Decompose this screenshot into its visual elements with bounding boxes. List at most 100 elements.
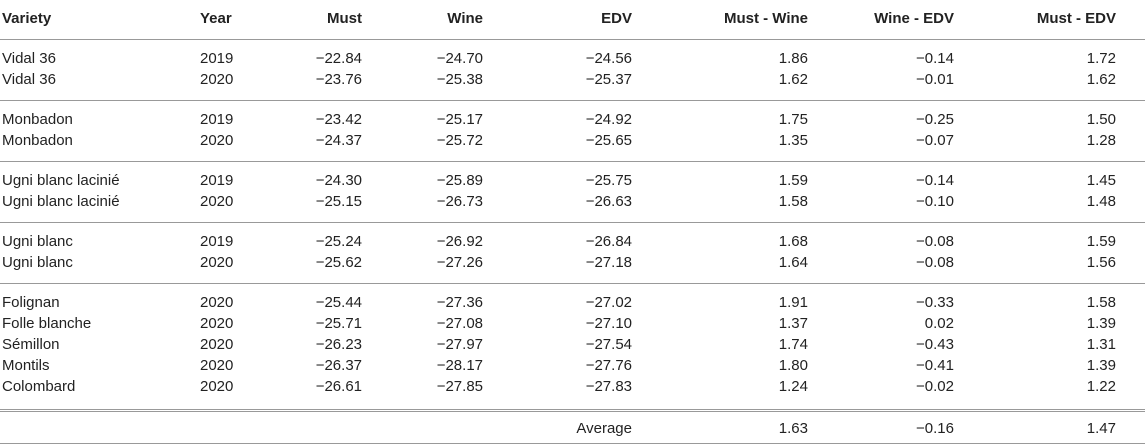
header-cell: Variety — [2, 10, 52, 27]
table-cell: Ugni blanc lacinié — [2, 172, 120, 189]
table-cell: 1.56 — [1086, 254, 1116, 271]
table-cell: −24.92 — [585, 111, 632, 128]
table-cell: −25.65 — [585, 132, 632, 149]
table-cell: 1.75 — [778, 111, 808, 128]
table-cell: −24.30 — [315, 172, 362, 189]
table-cell: 1.24 — [778, 378, 808, 395]
table-cell: −25.75 — [585, 172, 632, 189]
rule — [0, 39, 1145, 40]
rule — [0, 411, 1145, 412]
table-cell: −27.10 — [585, 315, 632, 332]
table-cell: 2020 — [200, 193, 234, 210]
table-cell: −25.38 — [436, 71, 483, 88]
table-cell: Monbadon — [2, 132, 73, 149]
header-cell: Must — [327, 10, 362, 27]
table-cell: 1.35 — [778, 132, 808, 149]
table-cell: −23.42 — [315, 111, 362, 128]
rule — [0, 222, 1145, 223]
table-cell: 1.58 — [1086, 294, 1116, 311]
table-cell: −26.63 — [585, 193, 632, 210]
table-cell: −23.76 — [315, 71, 362, 88]
table-cell: −27.36 — [436, 294, 483, 311]
table-cell: 1.45 — [1086, 172, 1116, 189]
table-cell: 2020 — [200, 71, 234, 88]
table-cell: −0.02 — [916, 378, 954, 395]
header-cell: Wine — [447, 10, 483, 27]
table-cell: 2019 — [200, 50, 234, 67]
table-cell: −27.54 — [585, 336, 632, 353]
rule — [0, 409, 1145, 410]
header-cell: Wine - EDV — [874, 10, 954, 27]
table-cell: Monbadon — [2, 111, 73, 128]
table-cell: 1.48 — [1086, 193, 1116, 210]
table-cell: −0.07 — [916, 132, 954, 149]
table-cell: 2020 — [200, 315, 234, 332]
table-cell: Sémillon — [2, 336, 60, 353]
table-cell: −0.01 — [916, 71, 954, 88]
table-cell: Ugni blanc — [2, 254, 73, 271]
table-cell: 2020 — [200, 378, 234, 395]
table-cell: 1.37 — [778, 315, 808, 332]
footer-cell: Average — [576, 420, 632, 437]
table-cell: −0.43 — [916, 336, 954, 353]
table-cell: 1.62 — [1086, 71, 1116, 88]
table-cell: Folignan — [2, 294, 60, 311]
table-cell: 1.50 — [1086, 111, 1116, 128]
table-cell: 1.80 — [778, 357, 808, 374]
table-cell: 1.28 — [1086, 132, 1116, 149]
table-cell: −22.84 — [315, 50, 362, 67]
table-cell: 2020 — [200, 132, 234, 149]
table-cell: −27.18 — [585, 254, 632, 271]
table-cell: Vidal 36 — [2, 50, 56, 67]
table-cell: Montils — [2, 357, 50, 374]
table-cell: −25.71 — [315, 315, 362, 332]
table-cell: −24.37 — [315, 132, 362, 149]
table-cell: −0.33 — [916, 294, 954, 311]
rule — [0, 100, 1145, 101]
table-cell: 2020 — [200, 336, 234, 353]
table-cell: −25.62 — [315, 254, 362, 271]
table-cell: −25.37 — [585, 71, 632, 88]
table-cell: −26.84 — [585, 233, 632, 250]
table-cell: −25.44 — [315, 294, 362, 311]
table-cell: 1.64 — [778, 254, 808, 271]
table-cell: 1.22 — [1086, 378, 1116, 395]
table-cell: 1.68 — [778, 233, 808, 250]
table-cell: −27.08 — [436, 315, 483, 332]
table-cell: −0.10 — [916, 193, 954, 210]
table-cell: −25.72 — [436, 132, 483, 149]
table-cell: Folle blanche — [2, 315, 92, 332]
table-cell: −0.08 — [916, 233, 954, 250]
table-cell: 1.59 — [778, 172, 808, 189]
table-cell: −27.85 — [436, 378, 483, 395]
footer-cell: 1.63 — [778, 420, 808, 437]
table-cell: −26.23 — [315, 336, 362, 353]
table-cell: −26.92 — [436, 233, 483, 250]
table-cell: 2019 — [200, 111, 234, 128]
table-cell: −25.89 — [436, 172, 483, 189]
table-cell: Vidal 36 — [2, 71, 56, 88]
table-cell: 1.59 — [1086, 233, 1116, 250]
rule — [0, 283, 1145, 284]
table-cell: −28.17 — [436, 357, 483, 374]
table-cell: −26.37 — [315, 357, 362, 374]
table-cell: −25.17 — [436, 111, 483, 128]
header-cell: EDV — [601, 10, 632, 27]
header-cell: Must - Wine — [723, 10, 808, 27]
table-cell: −26.73 — [436, 193, 483, 210]
table-cell: Ugni blanc — [2, 233, 73, 250]
table-cell: −0.14 — [916, 172, 954, 189]
table-cell: −27.76 — [585, 357, 632, 374]
table-cell: 1.58 — [778, 193, 808, 210]
table-cell: 1.91 — [778, 294, 808, 311]
table-cell: 2020 — [200, 294, 234, 311]
table-cell: 2019 — [200, 172, 234, 189]
table-cell: 0.02 — [924, 315, 954, 332]
table-cell: 2020 — [200, 254, 234, 271]
table-cell: −0.25 — [916, 111, 954, 128]
table-cell: −24.56 — [585, 50, 632, 67]
table-cell: 1.39 — [1086, 315, 1116, 332]
table-cell: −0.41 — [916, 357, 954, 374]
footer-cell: 1.47 — [1086, 420, 1116, 437]
header-cell: Year — [200, 10, 232, 27]
